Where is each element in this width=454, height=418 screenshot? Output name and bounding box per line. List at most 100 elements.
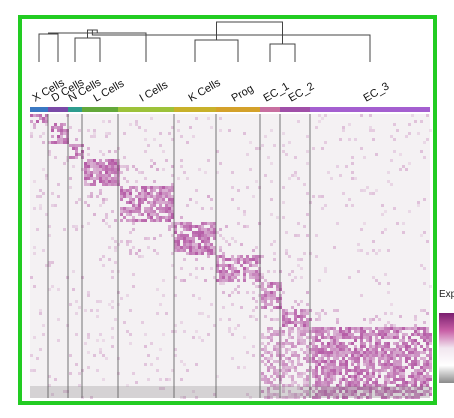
heatmap-cell — [330, 339, 333, 342]
heatmap-cell — [144, 345, 147, 348]
heatmap-cell — [372, 249, 375, 252]
heatmap-cell — [165, 201, 168, 204]
heatmap-cell — [192, 336, 195, 339]
heatmap-cell — [132, 207, 135, 210]
heatmap-cell — [117, 180, 120, 183]
heatmap-cell — [327, 369, 330, 372]
heatmap-cell — [108, 177, 111, 180]
heatmap-cell — [270, 309, 273, 312]
heatmap-cell — [327, 357, 330, 360]
heatmap-cell — [390, 354, 393, 357]
heatmap-cell — [96, 168, 99, 171]
heatmap-cell — [144, 219, 147, 222]
heatmap-cell — [93, 159, 96, 162]
heatmap-cell — [144, 198, 147, 201]
heatmap-cell — [315, 369, 318, 372]
color-bar-i-cells — [118, 107, 174, 112]
heatmap-cell — [123, 132, 126, 135]
heatmap-cell — [261, 285, 264, 288]
heatmap-cell — [168, 192, 171, 195]
heatmap-cell — [117, 168, 120, 171]
heatmap-cell — [126, 243, 129, 246]
heatmap-cell — [243, 276, 246, 279]
heatmap-cell — [387, 396, 390, 399]
heatmap-cell — [375, 279, 378, 282]
heatmap-cell — [285, 396, 288, 399]
heatmap-cell — [105, 174, 108, 177]
heatmap-cell — [321, 381, 324, 384]
heatmap-cell — [339, 369, 342, 372]
heatmap-cell — [117, 357, 120, 360]
heatmap-cell — [156, 219, 159, 222]
heatmap-cell — [153, 213, 156, 216]
heatmap-cell — [297, 303, 300, 306]
heatmap-cell — [354, 384, 357, 387]
heatmap-cell — [174, 246, 177, 249]
heatmap-cell — [276, 351, 279, 354]
heatmap-cell — [165, 210, 168, 213]
heatmap-cell — [45, 123, 48, 126]
heatmap-cell — [177, 129, 180, 132]
heatmap-cell — [357, 363, 360, 366]
heatmap-cell — [57, 288, 60, 291]
heatmap-cell — [360, 327, 363, 330]
heatmap-cell — [387, 282, 390, 285]
heatmap-cell — [84, 174, 87, 177]
heatmap-cell — [381, 366, 384, 369]
heatmap-cell — [36, 357, 39, 360]
heatmap-cell — [249, 258, 252, 261]
heatmap-cell — [276, 348, 279, 351]
heatmap-cell — [273, 387, 276, 390]
heatmap-cell — [420, 369, 423, 372]
heatmap-cell — [345, 354, 348, 357]
heatmap-cell — [132, 246, 135, 249]
heatmap-cell — [360, 345, 363, 348]
heatmap-cell — [195, 246, 198, 249]
heatmap-cell — [420, 336, 423, 339]
heatmap-cell — [192, 237, 195, 240]
heatmap-cell — [324, 336, 327, 339]
heatmap-cell — [324, 348, 327, 351]
heatmap-cell — [393, 372, 396, 375]
heatmap-cell — [339, 138, 342, 141]
heatmap-cell — [222, 252, 225, 255]
heatmap-cell — [306, 330, 309, 333]
heatmap-cell — [222, 282, 225, 285]
heatmap-cell — [126, 213, 129, 216]
heatmap-cell — [219, 279, 222, 282]
heatmap-cell — [333, 393, 336, 396]
heatmap-cell — [411, 366, 414, 369]
heatmap-cell — [108, 174, 111, 177]
heatmap-cell — [180, 165, 183, 168]
heatmap-cell — [288, 318, 291, 321]
heatmap-cell — [222, 261, 225, 264]
heatmap-cell — [171, 216, 174, 219]
heatmap-cell — [321, 333, 324, 336]
heatmap-cell — [282, 132, 285, 135]
heatmap-cell — [228, 318, 231, 321]
heatmap-cell — [339, 381, 342, 384]
heatmap-cell — [96, 195, 99, 198]
heatmap-cell — [207, 228, 210, 231]
heatmap-cell — [363, 369, 366, 372]
heatmap-cell — [354, 327, 357, 330]
heatmap-cell — [396, 222, 399, 225]
heatmap-cell — [108, 171, 111, 174]
heatmap-cell — [348, 327, 351, 330]
heatmap-cell — [291, 354, 294, 357]
heatmap-cell — [336, 222, 339, 225]
heatmap-cell — [384, 327, 387, 330]
heatmap-cell — [186, 141, 189, 144]
heatmap-cell — [315, 393, 318, 396]
heatmap-cell — [381, 348, 384, 351]
heatmap-cell — [306, 348, 309, 351]
heatmap-cell — [393, 324, 396, 327]
heatmap-cell — [390, 351, 393, 354]
heatmap-cell — [318, 333, 321, 336]
heatmap-cell — [294, 315, 297, 318]
heatmap-cell — [345, 372, 348, 375]
heatmap-cell — [102, 339, 105, 342]
heatmap-cell — [144, 363, 147, 366]
heatmap-cell — [54, 123, 57, 126]
heatmap-cell — [363, 393, 366, 396]
